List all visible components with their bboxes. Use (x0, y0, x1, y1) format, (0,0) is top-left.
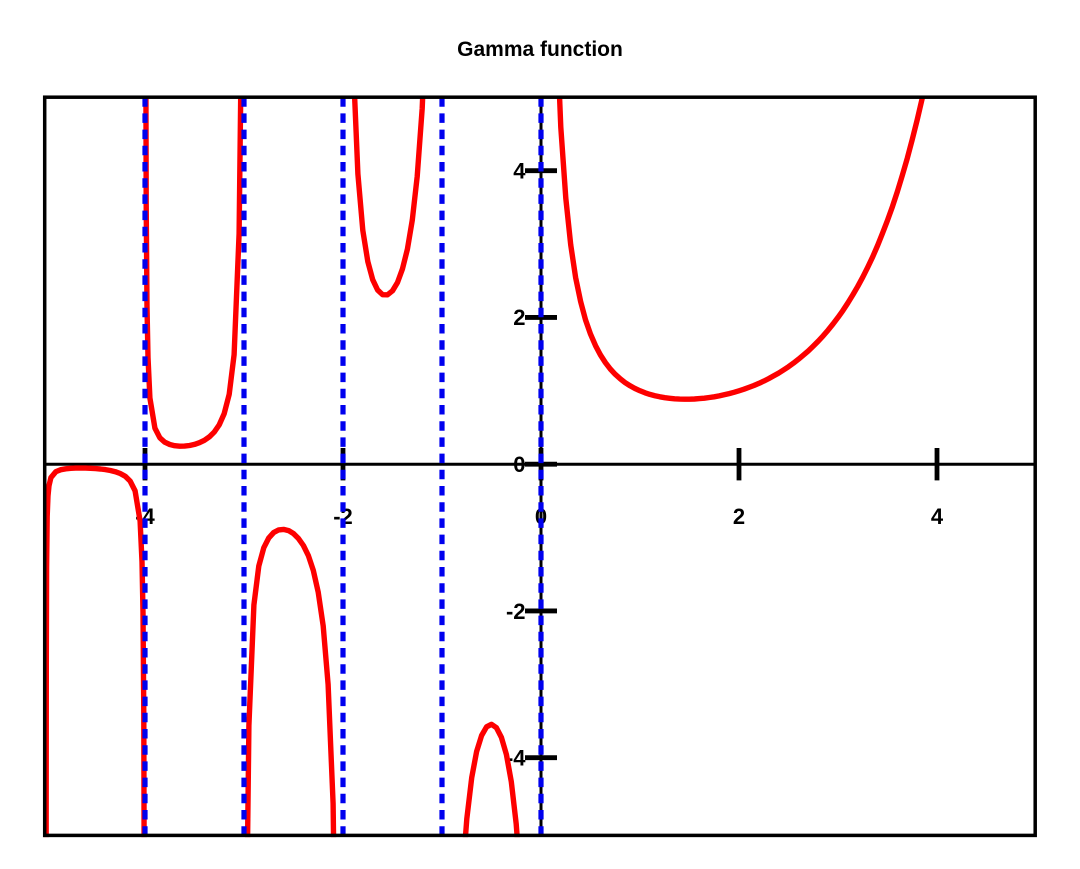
svg-text:0: 0 (513, 452, 525, 477)
svg-text:0: 0 (535, 504, 547, 529)
svg-text:4: 4 (513, 159, 526, 184)
svg-text:-2: -2 (333, 504, 353, 529)
svg-text:4: 4 (931, 504, 944, 529)
svg-text:-4: -4 (506, 746, 526, 771)
svg-text:2: 2 (733, 504, 745, 529)
svg-text:2: 2 (513, 305, 525, 330)
svg-text:-2: -2 (506, 599, 526, 624)
svg-text:Gamma function: Gamma function (457, 38, 623, 61)
